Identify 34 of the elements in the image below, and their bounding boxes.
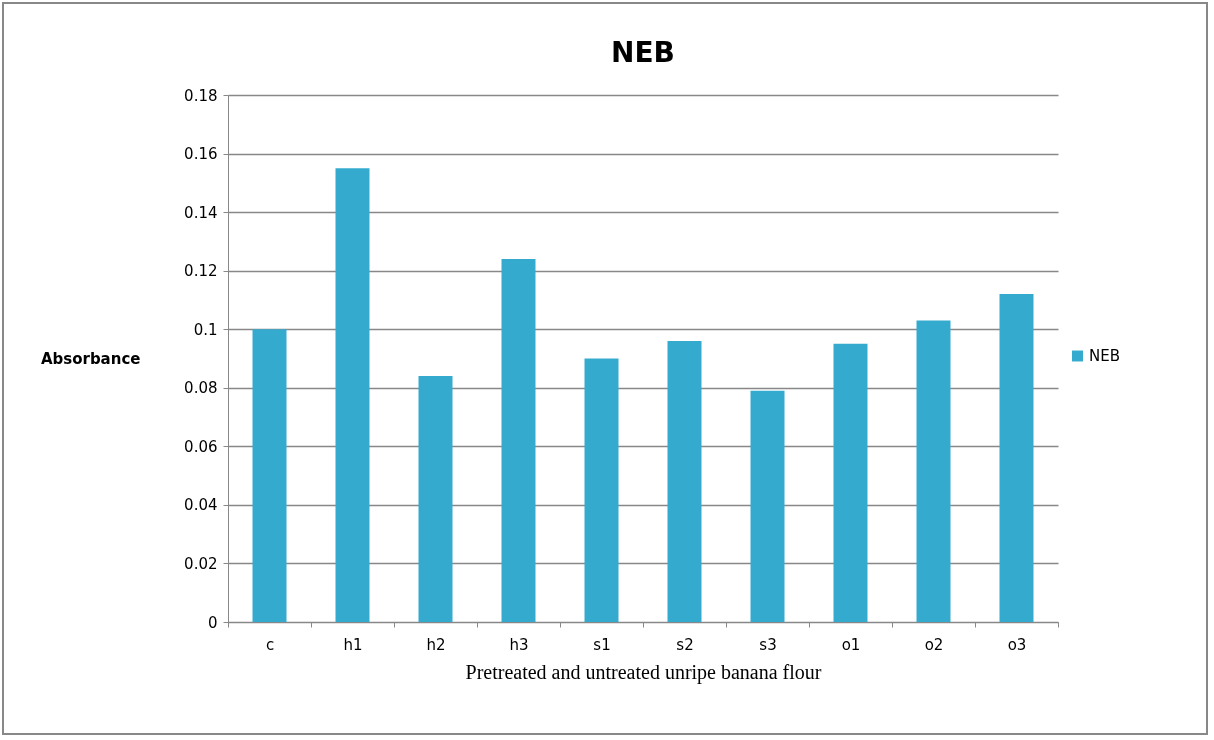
bar [833,343,868,622]
y-tick-label: 0.18 [184,86,218,105]
legend-label: NEB [1089,347,1120,365]
bar [501,258,536,622]
x-tick-label: h2 [426,635,446,654]
bar [999,294,1034,622]
x-tick-label: h1 [343,635,363,654]
x-tick-label: c [265,635,275,654]
bar [916,320,951,622]
y-tick-label: 0.02 [184,554,218,573]
bar [418,376,453,622]
y-tick-label: 0 [207,613,218,632]
y-tick-label: 0.16 [184,145,218,164]
bar [584,358,619,622]
x-tick-label: o2 [924,635,944,654]
bar [252,329,287,622]
x-tick-label: o1 [841,635,861,654]
y-axis-title: Absorbance [40,349,141,368]
x-tick-label: s3 [759,635,777,654]
chart-title: NEB [611,36,675,69]
x-tick-label: o3 [1007,635,1027,654]
x-tick-label: s1 [593,635,611,654]
x-tick-label: h3 [509,635,529,654]
bar [335,168,370,622]
y-tick-label: 0.08 [184,379,218,398]
bar [750,390,785,622]
y-tick-label: 0.12 [184,262,218,281]
x-tick-label: s2 [676,635,694,654]
y-tick-label: 0.1 [193,320,218,339]
bar [667,340,702,622]
y-tick-label: 0.04 [184,496,218,515]
x-axis-title: Pretreated and untreated unripe banana flour [465,660,822,684]
y-tick-label: 0.06 [184,437,218,456]
y-tick-label: 0.14 [184,203,218,222]
